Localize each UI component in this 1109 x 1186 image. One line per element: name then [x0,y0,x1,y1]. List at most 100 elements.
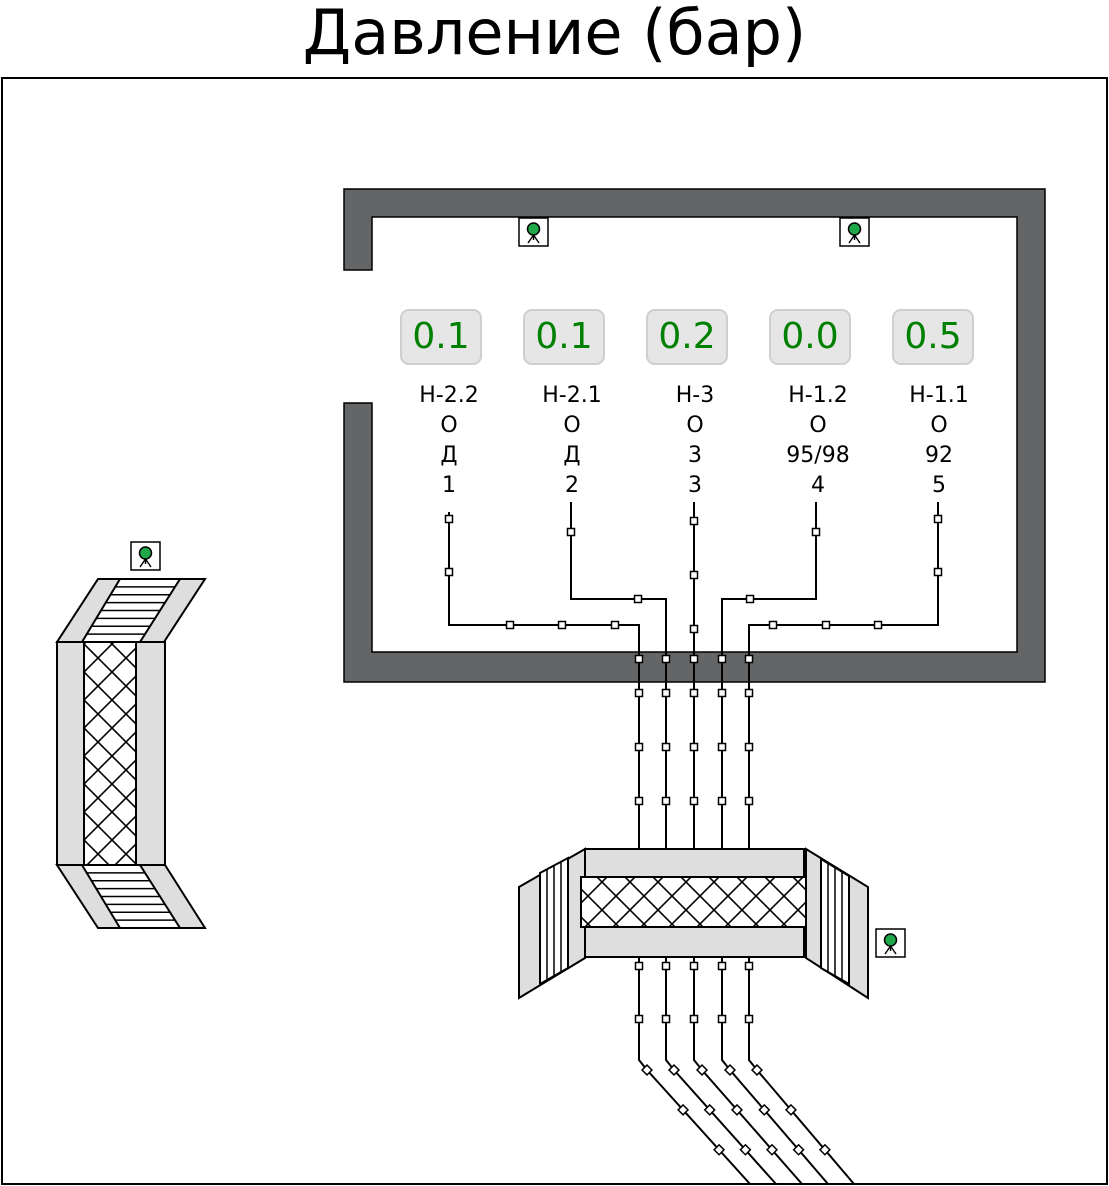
page-title: Давление (бар) [302,0,807,69]
valve-marker [634,654,644,664]
pump-label-h3: Н-3 О 3 3 [640,381,750,501]
pipe-valves [444,514,943,1156]
pump-row4: 5 [932,473,946,498]
pump-label-h12: Н-1.2 О 95/98 4 [763,381,873,501]
pipe-segment [748,957,855,1185]
valve-marker [811,527,821,537]
pipe-segment [721,502,817,850]
pump-row3: 92 [925,443,953,468]
valve-marker [677,1103,690,1116]
pipe-collector [518,847,869,1000]
valve-marker [723,1063,737,1077]
valve-marker [744,1014,754,1024]
pump-row4: 4 [811,473,825,498]
valve-marker [703,1103,716,1116]
pipe-segment [570,502,667,850]
pipe-segment [638,957,751,1185]
valve-marker [750,1063,764,1077]
pump-row2: О [930,413,948,438]
valve-marker [634,742,644,752]
valve-marker [689,1014,699,1024]
valve-marker [717,961,727,971]
valve-marker [505,620,515,630]
pump-row4: 3 [688,473,702,498]
valve-marker [744,796,754,806]
pump-row4: 2 [565,473,579,498]
pressure-value-h21: 0.1 [523,309,605,365]
sensor-icon [875,928,906,958]
valve-marker [661,961,671,971]
vertical-tank [55,578,207,929]
pipe-segment [665,957,777,1185]
valve-marker [758,1103,771,1116]
valve-marker [661,1014,671,1024]
valve-marker [744,688,754,698]
valve-marker [792,1143,805,1156]
pipe-segment [693,957,803,1185]
valve-marker [689,796,699,806]
pump-row3: Д [563,443,581,468]
pump-row3: 95/98 [786,443,850,468]
valve-marker [444,567,454,577]
valve-marker [695,1063,709,1077]
valve-marker [661,742,671,752]
valve-marker [610,620,620,630]
pressure-value-h11: 0.5 [892,309,974,365]
valve-marker [634,796,644,806]
valve-marker [689,742,699,752]
valve-marker [784,1103,797,1116]
outer-frame [1,77,1108,1185]
valve-marker [933,514,943,524]
valve-marker [689,624,699,634]
valve-marker [661,796,671,806]
valve-marker [933,567,943,577]
pump-row2: О [686,413,704,438]
valve-marker [566,527,576,537]
valve-marker [744,654,754,664]
valve-marker [633,594,643,604]
building-wall [343,188,1046,683]
valve-marker [667,1063,681,1077]
pump-row2: О [440,413,458,438]
valve-marker [717,742,727,752]
pump-tag: Н-2.2 [419,383,479,408]
valve-marker [634,688,644,698]
valve-marker [744,742,754,752]
pump-row2: О [563,413,581,438]
valve-marker [717,654,727,664]
pump-label-h11: Н-1.1 О 92 5 [884,381,994,501]
valve-marker [739,1143,752,1156]
pump-row3: Д [440,443,458,468]
pump-row4: 1 [442,473,456,498]
valve-marker [717,1014,727,1024]
valve-marker [689,570,699,580]
valve-marker [689,516,699,526]
pump-tag: Н-2.1 [542,383,602,408]
valve-marker [745,594,755,604]
valve-marker [821,620,831,630]
valve-marker [765,1143,779,1156]
valve-marker [744,961,754,971]
pump-tag: Н-3 [675,383,715,408]
valve-marker [768,620,778,630]
pump-tag: Н-1.1 [909,383,969,408]
valve-marker [689,654,699,664]
valve-marker [661,688,671,698]
valve-marker [730,1103,744,1116]
valve-marker [818,1143,831,1156]
valve-marker [713,1143,726,1156]
valve-marker [640,1063,654,1077]
pressure-value-h12: 0.0 [769,309,851,365]
pipe-segment [721,957,829,1185]
valve-marker [689,961,699,971]
pump-row2: О [809,413,827,438]
pump-label-h22: Н-2.2 О Д 1 [394,381,504,501]
valve-marker [689,688,699,698]
pressure-value-h3: 0.2 [646,309,728,365]
sensor-icon [518,217,549,247]
valve-marker [717,688,727,698]
pump-label-h21: Н-2.1 О Д 2 [517,381,627,501]
valve-marker [634,1014,644,1024]
valve-marker [873,620,883,630]
